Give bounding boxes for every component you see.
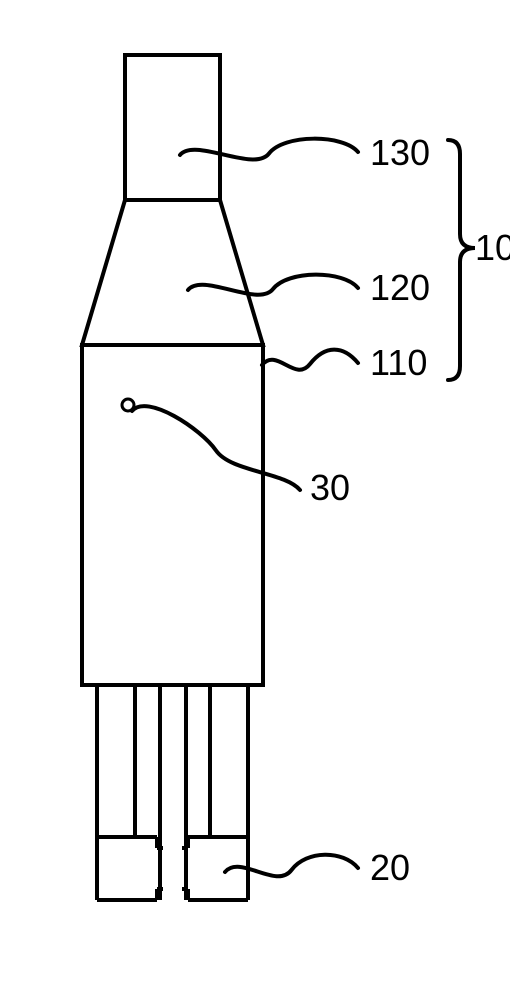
brace-10	[448, 140, 475, 380]
technical-diagram: 130 120 110 30 20 10	[0, 0, 510, 1000]
left-arm	[97, 685, 135, 837]
curly-brace	[448, 140, 475, 380]
label-30: 30	[310, 467, 350, 508]
label-120: 120	[370, 267, 430, 308]
label-20: 20	[370, 847, 410, 888]
right-arm	[210, 685, 248, 837]
leader-110	[262, 350, 358, 370]
center-stem	[160, 685, 186, 900]
callout-labels: 130 120 110 30 20 10	[310, 132, 510, 888]
label-130: 130	[370, 132, 430, 173]
taper-section	[82, 200, 263, 345]
label-110: 110	[370, 342, 427, 383]
device-outline	[82, 55, 263, 900]
label-10: 10	[475, 227, 510, 268]
foot-left	[97, 837, 157, 900]
top-section	[125, 55, 220, 200]
leader-20	[225, 855, 358, 877]
body-section	[82, 345, 263, 685]
